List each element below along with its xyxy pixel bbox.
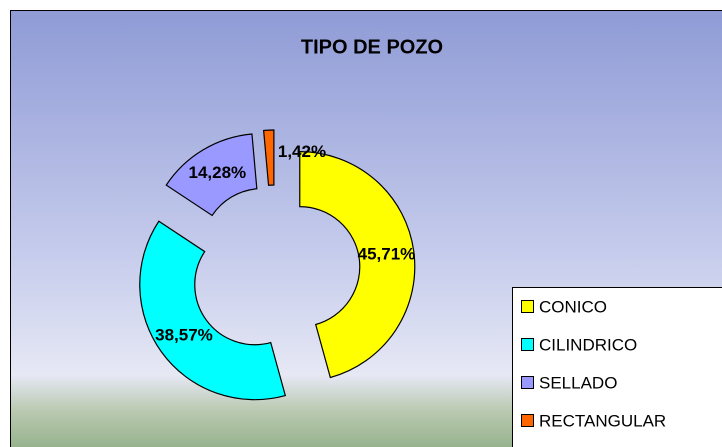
data-label: 14,28% [189,163,247,182]
legend [512,287,722,447]
data-label: 45,71% [358,244,416,263]
legend-label: CONICO [539,297,607,316]
chart-title: TIPO DE POZO [301,36,443,58]
legend-label: RECTANGULAR [539,411,666,430]
legend-label: CILINDRICO [539,335,637,354]
legend-label: SELLADO [539,373,617,392]
data-label: 1,42% [278,142,326,161]
doughnut-slice [299,151,416,379]
data-label: 38,57% [155,326,213,345]
doughnut-slice [262,129,275,186]
legend-swatch [521,376,534,389]
legend-swatch [521,414,534,427]
legend-swatch [521,300,534,313]
doughnut-slice [139,220,287,401]
legend-swatch [521,338,534,351]
doughnut-slice [165,133,258,217]
